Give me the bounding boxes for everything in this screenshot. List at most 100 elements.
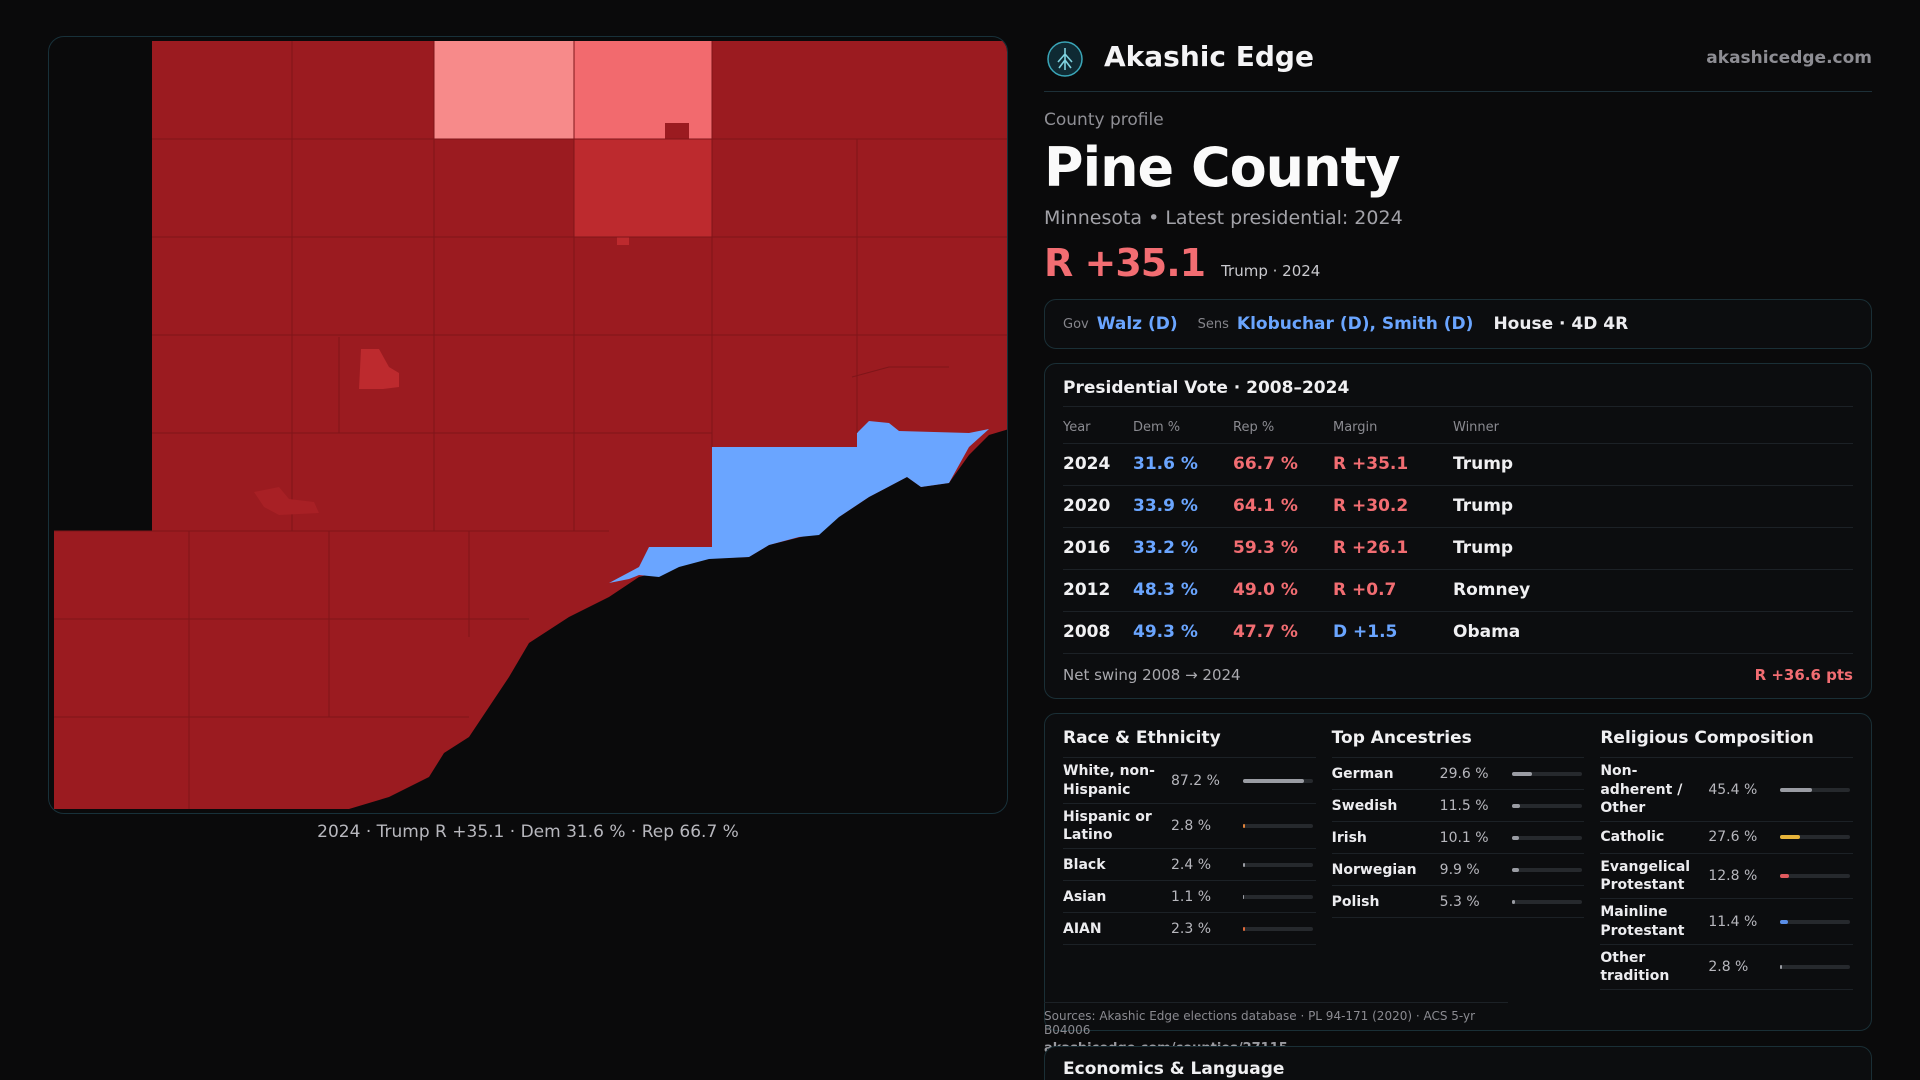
rep-cell: 59.3 % (1233, 527, 1333, 570)
winner-cell: Obama (1453, 611, 1853, 654)
rep-cell: 49.0 % (1233, 569, 1333, 612)
governor-value[interactable]: Walz (D) (1096, 314, 1178, 335)
ancestry-bar (1511, 803, 1582, 808)
table-row: 2020 33.9 % 64.1 % R +30.2 Trump (1063, 485, 1853, 528)
ancestry-bar (1511, 771, 1582, 776)
winner-cell: Romney (1453, 569, 1853, 612)
race-row: AIAN 2.3 % (1063, 913, 1316, 946)
ancestry-bar-fill (1511, 803, 1520, 808)
tree-network-icon (1047, 41, 1083, 77)
ancestry-row: German 29.6 % (1331, 758, 1585, 791)
col-dem: Dem % (1133, 411, 1233, 444)
precinct-pocket (254, 487, 319, 515)
religion-value: 27.6 % (1708, 829, 1758, 846)
ancestry-value: 5.3 % (1439, 893, 1480, 910)
presidential-table: Year Dem % Rep % Margin Winner 2024 31.6 … (1063, 411, 1853, 654)
year-cell: 2016 (1063, 527, 1133, 570)
religion-value: 11.4 % (1708, 913, 1758, 930)
swing-value: R +36.6 pts (1754, 665, 1853, 684)
officials-bar: Gov Walz (D) Sens Klobuchar (D), Smith (… (1044, 299, 1872, 350)
religion-row: Non-adherent / Other 45.4 % (1600, 758, 1854, 822)
county-map-panel[interactable] (48, 36, 1008, 814)
religion-bar (1780, 835, 1851, 840)
religion-bar-fill (1780, 919, 1789, 924)
map-caption: 2024 · Trump R +35.1 · Dem 31.6 % · Rep … (317, 822, 739, 842)
precinct-mid-r[interactable] (574, 139, 712, 245)
ancestry-label: German (1331, 765, 1394, 782)
sens-label: Sens (1197, 316, 1229, 332)
race-bar (1243, 778, 1313, 783)
col-rep: Rep % (1233, 411, 1333, 444)
race-bar (1243, 823, 1313, 828)
col-margin: Margin (1333, 411, 1453, 444)
ancestry-bar (1511, 867, 1582, 872)
presidential-vote-card: Presidential Vote · 2008–2024 Year Dem %… (1044, 363, 1872, 700)
winner-cell: Trump (1453, 443, 1853, 486)
religion-bar-fill (1780, 874, 1790, 879)
race-label: Hispanic or Latino (1063, 808, 1152, 843)
ancestry-row: Polish 5.3 % (1331, 886, 1585, 919)
table-header-row: Year Dem % Rep % Margin Winner (1063, 411, 1853, 444)
race-label: Black (1063, 856, 1106, 873)
race-value: 2.8 % (1171, 817, 1212, 834)
precinct-light-r[interactable] (574, 41, 712, 139)
presidential-title: Presidential Vote · 2008–2024 (1063, 378, 1853, 408)
religion-label: Other tradition (1600, 949, 1670, 984)
county-title: Pine County (1044, 136, 1401, 199)
religion-value: 45.4 % (1708, 781, 1758, 798)
race-value: 2.3 % (1171, 920, 1212, 937)
race-bar-fill (1243, 862, 1245, 867)
dem-cell: 31.6 % (1133, 443, 1233, 486)
brand-header: Akashic Edge akashicedge.com (1044, 36, 1872, 92)
economics-title: Economics & Language (1063, 1059, 1285, 1079)
ancestry-row: Irish 10.1 % (1331, 822, 1585, 855)
religion-row: Catholic 27.6 % (1600, 822, 1854, 854)
ancestry-bar (1511, 835, 1582, 840)
religion-bar (1780, 787, 1851, 792)
religion-value: 2.8 % (1708, 958, 1749, 975)
race-label: AIAN (1063, 920, 1102, 937)
swing-label: Net swing 2008 → 2024 (1063, 665, 1241, 684)
senators-value[interactable]: Klobuchar (D), Smith (D) (1236, 314, 1474, 335)
race-row: Asian 1.1 % (1063, 881, 1316, 914)
race-bar (1243, 926, 1313, 931)
ancestry-bar-fill (1511, 899, 1516, 904)
race-title: Race & Ethnicity (1063, 728, 1316, 759)
margin-cell: R +26.1 (1333, 527, 1453, 570)
brand-url[interactable]: akashicedge.com (1706, 48, 1872, 68)
margin-row: R +35.1 Trump · 2024 (1044, 241, 1872, 285)
religion-label: Catholic (1600, 829, 1665, 846)
margin-cell: D +1.5 (1333, 611, 1453, 654)
precinct-map[interactable] (49, 37, 1007, 813)
religion-bar (1780, 964, 1851, 969)
gov-label: Gov (1063, 316, 1089, 332)
precinct-pocket (359, 349, 399, 389)
year-cell: 2008 (1063, 611, 1133, 654)
winner-cell: Trump (1453, 485, 1853, 528)
precinct-dem[interactable] (609, 421, 989, 583)
winner-cell: Trump (1453, 527, 1853, 570)
race-label: Asian (1063, 888, 1107, 905)
year-cell: 2020 (1063, 485, 1133, 528)
ancestry-value: 10.1 % (1439, 829, 1489, 846)
house-value: House · 4D 4R (1493, 314, 1629, 335)
col-winner: Winner (1453, 411, 1853, 444)
margin-cell: R +0.7 (1333, 569, 1453, 612)
race-bar-fill (1243, 778, 1305, 783)
ancestry-label: Swedish (1331, 797, 1398, 814)
ancestry-row: Swedish 11.5 % (1331, 790, 1585, 823)
precinct-boundaries (54, 41, 1007, 809)
rep-cell: 64.1 % (1233, 485, 1333, 528)
religion-bar (1780, 874, 1851, 879)
county-profile-panel: Akashic Edge akashicedge.com County prof… (1044, 36, 1872, 1032)
sources-text: Sources: Akashic Edge elections database… (1044, 1009, 1476, 1037)
col-year: Year (1063, 411, 1133, 444)
race-bar (1243, 894, 1313, 899)
county-base-shape (54, 41, 1007, 809)
margin-cell: R +35.1 (1333, 443, 1453, 486)
religion-column: Religious Composition Non-adherent / Oth… (1600, 728, 1854, 991)
race-row: White, non-Hispanic 87.2 % (1063, 758, 1316, 804)
race-value: 2.4 % (1171, 856, 1212, 873)
religion-bar-fill (1780, 787, 1813, 792)
precinct-lightest-r[interactable] (434, 41, 574, 139)
